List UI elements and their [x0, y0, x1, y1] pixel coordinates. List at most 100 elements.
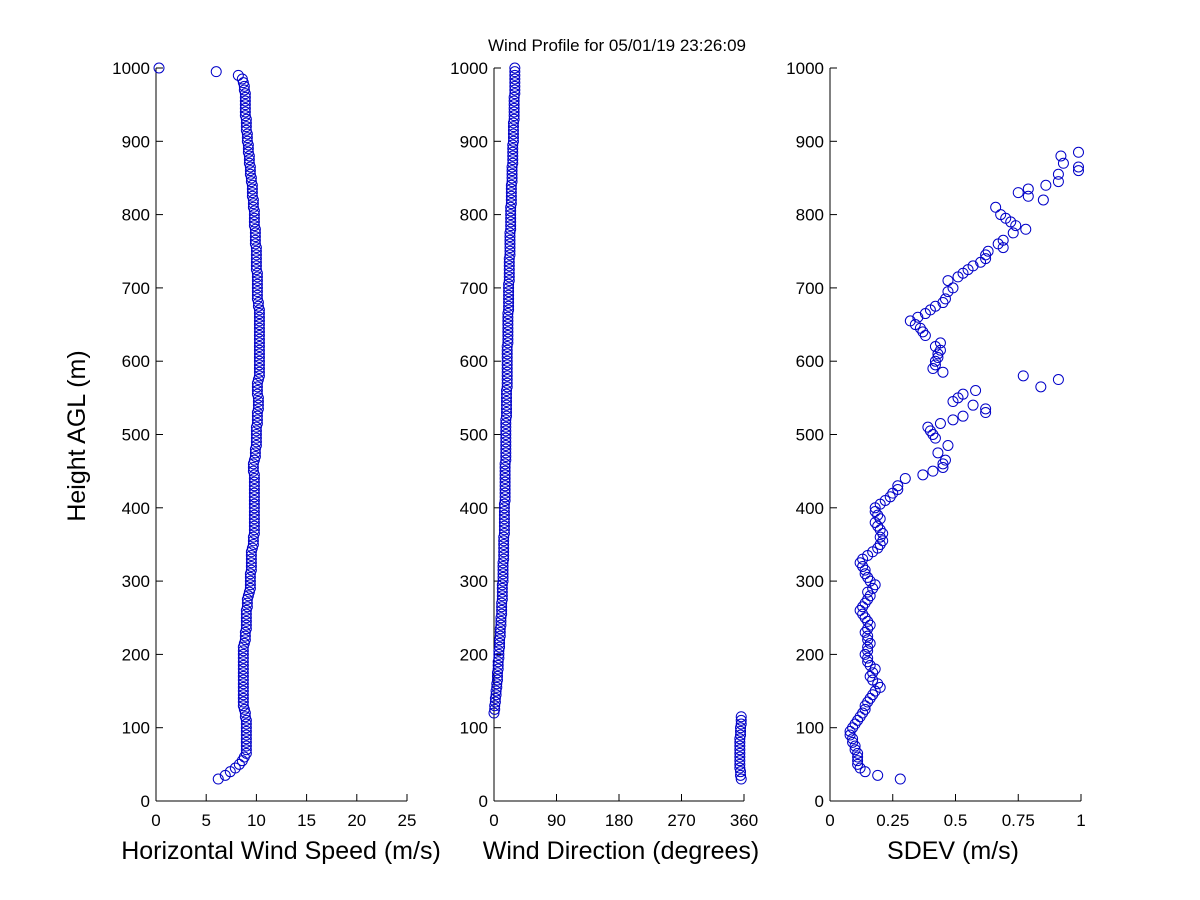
data-point [253, 333, 265, 345]
data-point [862, 645, 874, 657]
y-tick-label: 0 [479, 792, 488, 811]
data-point [237, 692, 249, 704]
data-point [934, 418, 946, 430]
data-point [501, 403, 512, 415]
data-point [904, 315, 916, 327]
data-point [248, 491, 260, 503]
data-point [509, 84, 521, 96]
data-point [854, 711, 866, 723]
data-point [237, 689, 249, 701]
data-point [504, 227, 516, 239]
data-point [498, 505, 510, 517]
data-point [507, 121, 519, 133]
x-tick-label: 0 [151, 811, 160, 830]
data-point [490, 689, 502, 701]
data-point [242, 143, 254, 155]
x-tick-label: 0 [489, 811, 498, 830]
wind-direction-panel: Wind Direction (degrees) 0 100 200 300 400 50… [450, 59, 759, 865]
data-point [253, 326, 265, 338]
data-point [501, 359, 513, 371]
data-point [250, 264, 262, 276]
data-point [864, 619, 876, 631]
data-point [1057, 157, 1069, 169]
data-point [498, 524, 510, 536]
data-point [503, 278, 515, 290]
data-point [735, 718, 747, 730]
data-point [251, 282, 263, 294]
data-point [505, 187, 517, 199]
data-point [852, 755, 864, 767]
data-point [498, 513, 510, 525]
data-point [238, 751, 250, 763]
data-point [857, 608, 869, 620]
data-point [493, 648, 505, 660]
data-point [947, 414, 959, 426]
data-point [239, 711, 251, 723]
data-point [248, 480, 260, 492]
data-point [859, 648, 871, 660]
data-point [503, 271, 515, 283]
data-point [240, 612, 252, 624]
data-point [501, 355, 513, 367]
data-point [237, 667, 249, 679]
data-point [493, 645, 505, 657]
data-point [1035, 381, 1047, 393]
data-point [505, 190, 517, 202]
data-point [874, 531, 886, 543]
data-point [734, 758, 746, 770]
data-point [246, 187, 258, 199]
data-point [917, 326, 929, 338]
data-point [1012, 187, 1024, 199]
data-point [734, 736, 746, 748]
data-point [859, 597, 871, 609]
data-point [496, 597, 508, 609]
x-tick-label: 270 [667, 811, 695, 830]
data-point [237, 659, 249, 671]
data-point [1072, 146, 1084, 158]
data-point [990, 201, 1002, 213]
data-point [947, 282, 959, 294]
data-point [250, 249, 262, 261]
y-tick-label: 900 [460, 132, 488, 151]
data-point [250, 429, 262, 440]
data-point [864, 637, 876, 649]
data-point [500, 447, 512, 459]
data-point [241, 601, 253, 613]
data-point [507, 157, 519, 169]
data-point [501, 363, 513, 375]
data-point [735, 722, 747, 734]
data-point [253, 322, 265, 334]
data-point [496, 593, 508, 605]
data-point [237, 663, 249, 675]
data-point [498, 542, 510, 554]
y-tick-label: 900 [122, 132, 150, 151]
data-point [249, 238, 261, 250]
data-point [497, 568, 509, 580]
x-tick-label: 10 [247, 811, 266, 830]
data-point [238, 84, 250, 96]
data-point [245, 557, 257, 569]
data-point [498, 498, 510, 510]
data-point [859, 703, 871, 715]
data-point [250, 432, 262, 444]
data-point [862, 593, 874, 605]
data-point [506, 168, 518, 180]
data-point [859, 568, 871, 580]
data-point [229, 762, 241, 774]
x-tick-label: 0.5 [944, 811, 968, 830]
data-point [500, 454, 512, 466]
data-point [253, 330, 265, 342]
data-point [497, 560, 509, 572]
data-point [240, 608, 252, 620]
data-point [507, 146, 519, 158]
data-point [929, 355, 941, 367]
data-point [874, 524, 886, 536]
data-point [253, 348, 265, 360]
data-point [503, 289, 515, 301]
data-point [864, 692, 876, 704]
data-point [250, 260, 262, 272]
y-tick-label: 400 [460, 499, 488, 518]
data-point [937, 297, 949, 309]
data-point [237, 648, 249, 660]
data-point [253, 363, 265, 375]
